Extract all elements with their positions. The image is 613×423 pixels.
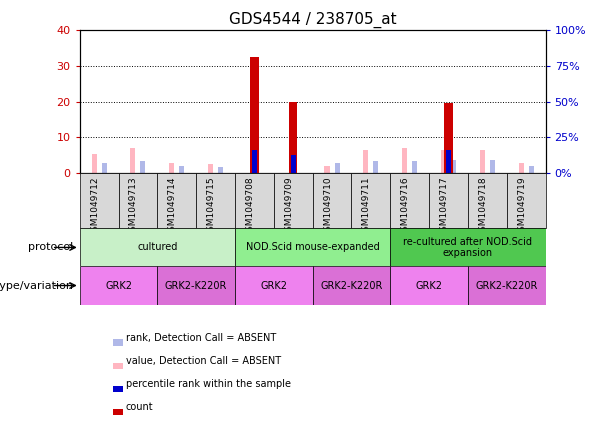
- Text: GSM1049711: GSM1049711: [362, 176, 371, 237]
- Text: GSM1049712: GSM1049712: [90, 176, 99, 237]
- Bar: [390, 228, 546, 266]
- Bar: [313, 173, 351, 228]
- Bar: [218, 167, 223, 173]
- Bar: [140, 161, 145, 173]
- Bar: [291, 155, 295, 173]
- Bar: [324, 166, 330, 173]
- Bar: [289, 102, 297, 173]
- Bar: [80, 228, 235, 266]
- Bar: [91, 154, 97, 173]
- Bar: [528, 165, 534, 173]
- Text: GSM1049716: GSM1049716: [401, 176, 409, 237]
- Bar: [390, 173, 429, 228]
- Bar: [451, 160, 456, 173]
- Bar: [351, 173, 390, 228]
- Text: GRK2-K220R: GRK2-K220R: [165, 280, 227, 291]
- Text: value, Detection Call = ABSENT: value, Detection Call = ABSENT: [126, 356, 281, 366]
- Bar: [235, 173, 274, 228]
- Bar: [444, 103, 453, 173]
- Text: genotype/variation: genotype/variation: [0, 280, 74, 291]
- Bar: [468, 266, 546, 305]
- Text: GRK2: GRK2: [261, 280, 287, 291]
- Bar: [250, 57, 259, 173]
- Bar: [429, 173, 468, 228]
- Text: NOD.Scid mouse-expanded: NOD.Scid mouse-expanded: [246, 242, 379, 253]
- Text: GRK2: GRK2: [105, 280, 132, 291]
- Bar: [364, 150, 368, 173]
- Bar: [441, 150, 446, 173]
- Text: GSM1049713: GSM1049713: [129, 176, 138, 237]
- Bar: [313, 266, 390, 305]
- Bar: [158, 173, 196, 228]
- Text: protocol: protocol: [28, 242, 74, 253]
- Bar: [335, 163, 340, 173]
- Text: GRK2-K220R: GRK2-K220R: [320, 280, 383, 291]
- Text: GSM1049719: GSM1049719: [517, 176, 526, 237]
- Bar: [468, 173, 507, 228]
- Bar: [390, 266, 468, 305]
- Bar: [196, 173, 235, 228]
- Bar: [80, 173, 118, 228]
- Text: GSM1049715: GSM1049715: [207, 176, 216, 237]
- Text: GRK2-K220R: GRK2-K220R: [476, 280, 538, 291]
- Text: GSM1049718: GSM1049718: [478, 176, 487, 237]
- Bar: [102, 163, 107, 173]
- Text: GSM1049708: GSM1049708: [245, 176, 254, 237]
- Bar: [179, 165, 185, 173]
- Bar: [373, 161, 378, 173]
- Bar: [131, 148, 135, 173]
- Text: rank, Detection Call = ABSENT: rank, Detection Call = ABSENT: [126, 332, 276, 343]
- Text: percentile rank within the sample: percentile rank within the sample: [126, 379, 291, 389]
- Bar: [252, 150, 257, 173]
- Bar: [208, 165, 213, 173]
- Bar: [158, 266, 235, 305]
- Bar: [235, 228, 390, 266]
- Bar: [507, 173, 546, 228]
- Bar: [446, 150, 451, 173]
- Text: GSM1049709: GSM1049709: [284, 176, 293, 237]
- Bar: [274, 173, 313, 228]
- Text: GSM1049717: GSM1049717: [440, 176, 449, 237]
- Bar: [235, 266, 313, 305]
- Bar: [169, 163, 174, 173]
- Text: GSM1049710: GSM1049710: [323, 176, 332, 237]
- Bar: [519, 163, 524, 173]
- Bar: [402, 148, 407, 173]
- Text: re-cultured after NOD.Scid
expansion: re-cultured after NOD.Scid expansion: [403, 236, 533, 258]
- Bar: [80, 266, 158, 305]
- Title: GDS4544 / 238705_at: GDS4544 / 238705_at: [229, 12, 397, 28]
- Bar: [412, 161, 417, 173]
- Text: cultured: cultured: [137, 242, 178, 253]
- Bar: [118, 173, 158, 228]
- Text: count: count: [126, 402, 153, 412]
- Text: GRK2: GRK2: [416, 280, 443, 291]
- Text: GSM1049714: GSM1049714: [168, 176, 177, 237]
- Bar: [480, 150, 485, 173]
- Bar: [490, 160, 495, 173]
